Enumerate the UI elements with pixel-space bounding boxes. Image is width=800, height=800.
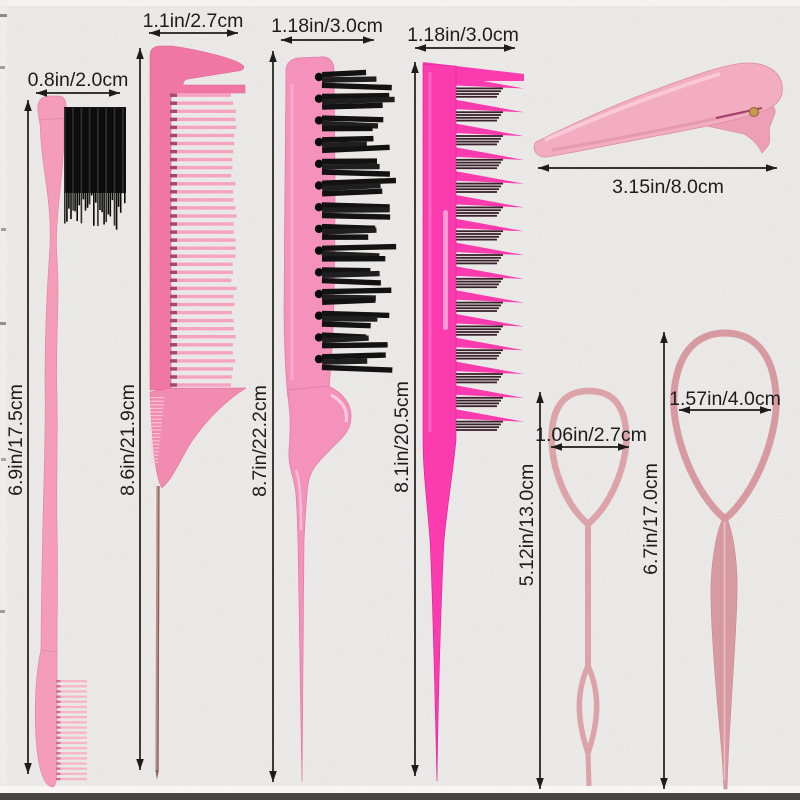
item-triple-row-comb <box>422 62 524 782</box>
arrow-length-rat-tail-comb <box>136 48 144 770</box>
arrow-length-clip <box>538 164 777 172</box>
arrow-length-triple-comb <box>411 62 419 776</box>
rat-tail-pin-tip <box>155 770 159 780</box>
arrow-width-edge-brush <box>36 89 120 97</box>
length-label-rat-tail-comb: 8.6in/21.9cm <box>117 384 139 496</box>
width-label-small-tool: 1.06in/2.7cm <box>535 424 647 446</box>
dimension-arrows <box>24 29 777 789</box>
item-edge-brush <box>34 95 126 788</box>
arrow-width-large-tool <box>679 406 771 414</box>
bottom-dark-bar <box>0 793 800 800</box>
rat-tail-metal-pin <box>155 485 160 773</box>
width-label-large-tool: 1.57in/4.0cm <box>669 388 781 410</box>
top-edge-strip <box>0 0 800 6</box>
large-tool-loop <box>670 329 780 522</box>
rat-tail-comb-spine <box>149 45 246 391</box>
clip-body <box>533 62 783 158</box>
arrow-width-small-tool <box>551 443 629 451</box>
arrow-width-triple-comb <box>415 44 515 52</box>
left-edge-strip <box>0 0 7 800</box>
edge-brush-bristles <box>64 107 126 230</box>
arrow-length-edge-brush <box>24 100 32 774</box>
dimension-labels: 0.8in/2.0cm 1.1in/2.7cm 1.18in/3.0cm 1.1… <box>5 10 781 586</box>
rat-tail-comb-fine-teeth <box>150 397 165 463</box>
length-label-clip: 3.15in/8.0cm <box>612 176 724 198</box>
arrow-width-rat-tail-comb <box>149 29 238 37</box>
item-duckbill-clip <box>533 62 783 158</box>
width-label-triple-comb: 1.18in/3.0cm <box>407 24 519 46</box>
arrow-width-teasing-brush <box>281 36 374 44</box>
arrow-length-small-tool <box>536 392 544 789</box>
rat-tail-comb-taper <box>149 387 247 489</box>
clip-gold-pin <box>749 107 759 117</box>
arrow-length-teasing-brush <box>269 51 277 782</box>
small-tool-tip <box>585 752 592 787</box>
length-label-edge-brush: 6.9in/17.5cm <box>5 384 27 496</box>
edge-brush-comb-teeth <box>56 680 87 781</box>
item-teasing-brush <box>283 56 397 783</box>
item-large-tail-tool <box>670 329 780 790</box>
teasing-brush-tail <box>287 385 352 783</box>
edge-brush-comb-head <box>34 649 58 788</box>
length-label-triple-comb: 8.1in/20.5cm <box>391 381 413 493</box>
length-label-teasing-brush: 8.7in/22.2cm <box>249 385 271 497</box>
length-label-small-tool: 5.12in/13.0cm <box>516 464 538 587</box>
width-label-teasing-brush: 1.18in/3.0cm <box>271 15 383 37</box>
width-label-rat-tail-comb: 1.1in/2.7cm <box>143 10 244 32</box>
item-rat-tail-comb <box>149 45 247 780</box>
length-label-large-tool: 6.7in/17.0cm <box>640 463 662 575</box>
width-label-edge-brush: 0.8in/2.0cm <box>28 69 129 91</box>
teasing-brush-bristles <box>314 69 397 373</box>
bottom-white-band <box>0 786 800 794</box>
small-tool-loop <box>548 387 630 527</box>
triple-comb-teeth <box>456 76 524 431</box>
rat-tail-comb-teeth <box>170 93 237 387</box>
arrow-length-large-tool <box>660 332 668 789</box>
item-small-tail-tool <box>548 387 630 787</box>
